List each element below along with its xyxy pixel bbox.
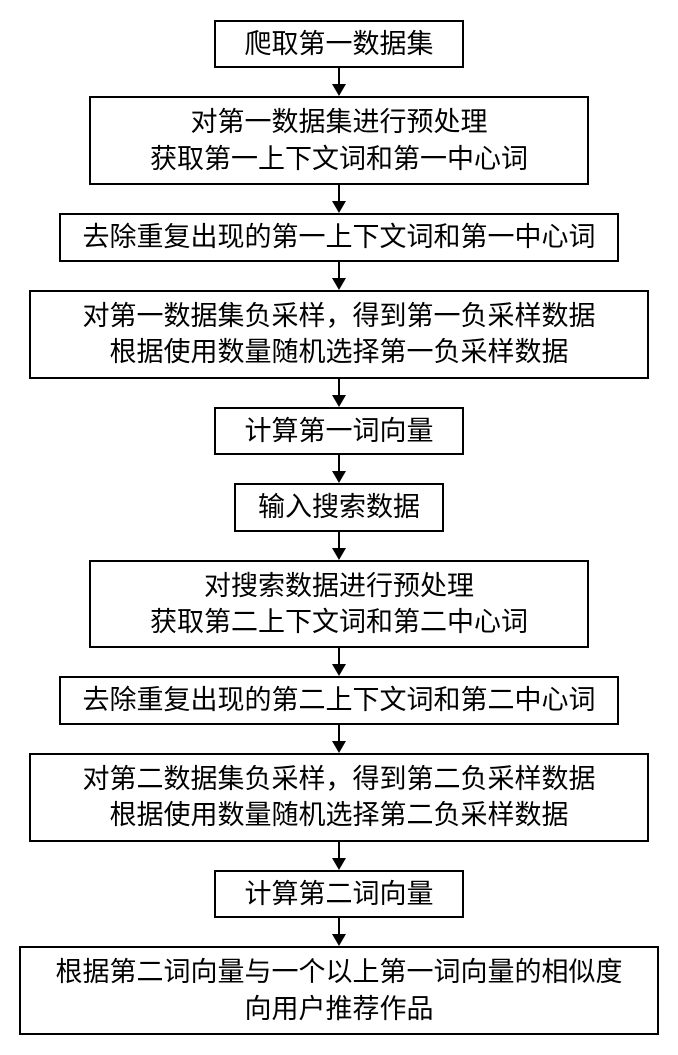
flowchart-node-n2: 对第一数据集进行预处理获取第一上下文词和第一中心词 (89, 96, 589, 185)
node-text: 计算第一词向量 (230, 413, 448, 449)
node-text: 根据使用数量随机选择第一负采样数据 (45, 334, 633, 370)
node-text: 对第一数据集负采样，得到第一负采样数据 (45, 298, 633, 334)
node-text: 根据第二词向量与一个以上第一词向量的相似度 (35, 954, 643, 990)
node-text: 爬取第一数据集 (230, 26, 448, 62)
flowchart-node-n3: 去除重复出现的第一上下文词和第一中心词 (59, 213, 619, 261)
flowchart-node-n5: 计算第一词向量 (214, 407, 464, 455)
arrow-down-icon (332, 455, 346, 483)
node-text: 对第一数据集进行预处理 (105, 104, 573, 140)
arrow-down-icon (332, 262, 346, 290)
arrow-down-icon (332, 648, 346, 676)
flowchart-node-n10: 计算第二词向量 (214, 870, 464, 918)
node-text: 向用户推荐作品 (35, 991, 643, 1027)
arrow-down-icon (332, 532, 346, 560)
node-text: 对第二数据集负采样，得到第二负采样数据 (45, 761, 633, 797)
flowchart-node-n9: 对第二数据集负采样，得到第二负采样数据根据使用数量随机选择第二负采样数据 (29, 753, 649, 842)
node-text: 输入搜索数据 (250, 489, 428, 525)
flowchart-container: 爬取第一数据集对第一数据集进行预处理获取第一上下文词和第一中心词去除重复出现的第… (19, 20, 659, 1035)
arrow-down-icon (332, 842, 346, 870)
arrow-down-icon (332, 918, 346, 946)
flowchart-node-n6: 输入搜索数据 (234, 483, 444, 531)
flowchart-node-n1: 爬取第一数据集 (214, 20, 464, 68)
flowchart-node-n7: 对搜索数据进行预处理获取第二上下文词和第二中心词 (89, 560, 589, 649)
arrow-down-icon (332, 379, 346, 407)
node-text: 获取第一上下文词和第一中心词 (105, 141, 573, 177)
node-text: 对搜索数据进行预处理 (105, 568, 573, 604)
arrow-down-icon (332, 68, 346, 96)
arrow-down-icon (332, 185, 346, 213)
node-text: 获取第二上下文词和第二中心词 (105, 604, 573, 640)
node-text: 计算第二词向量 (230, 876, 448, 912)
flowchart-node-n11: 根据第二词向量与一个以上第一词向量的相似度向用户推荐作品 (19, 946, 659, 1035)
node-text: 根据使用数量随机选择第二负采样数据 (45, 797, 633, 833)
flowchart-node-n4: 对第一数据集负采样，得到第一负采样数据根据使用数量随机选择第一负采样数据 (29, 290, 649, 379)
flowchart-node-n8: 去除重复出现的第二上下文词和第二中心词 (59, 676, 619, 724)
node-text: 去除重复出现的第二上下文词和第二中心词 (75, 682, 603, 718)
arrow-down-icon (332, 725, 346, 753)
node-text: 去除重复出现的第一上下文词和第一中心词 (75, 219, 603, 255)
